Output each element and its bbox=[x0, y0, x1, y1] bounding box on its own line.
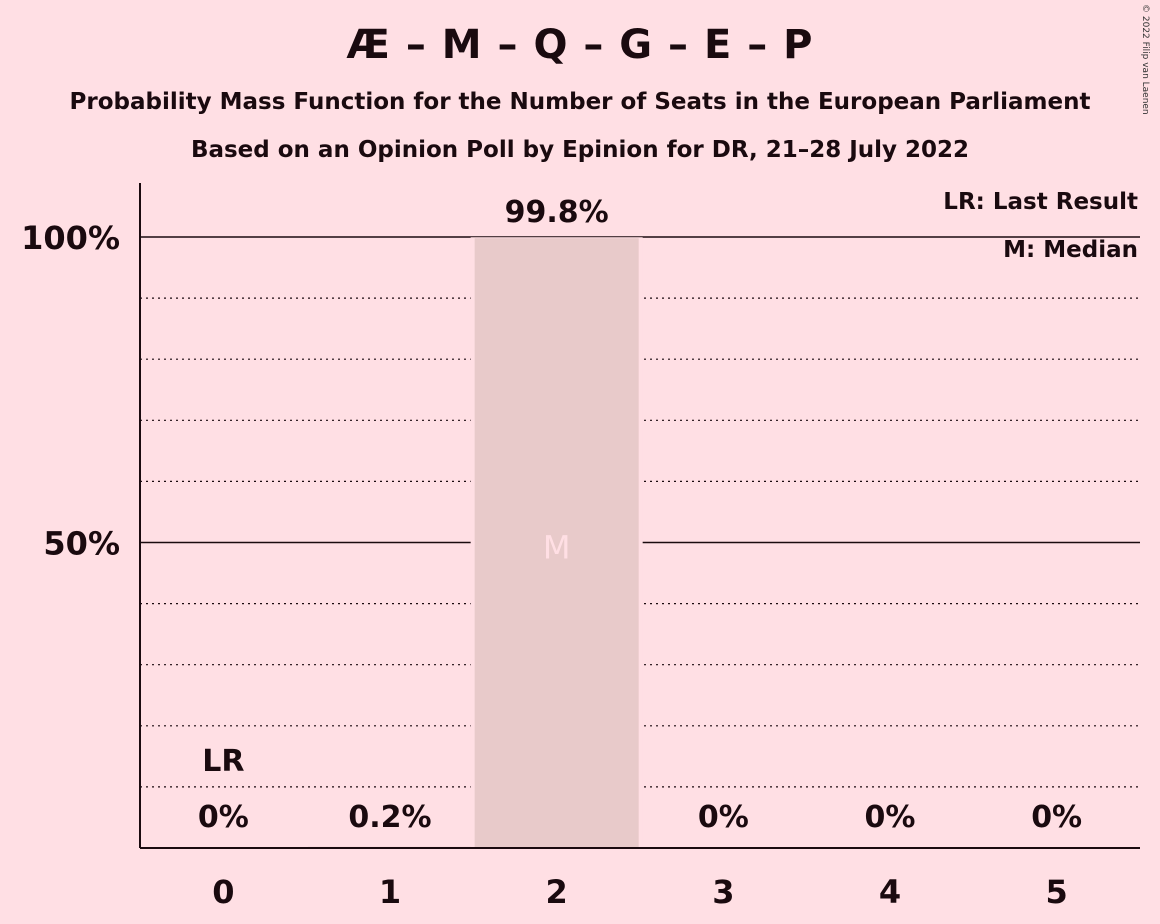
median-marker: M bbox=[543, 529, 571, 567]
bars bbox=[304, 237, 643, 849]
data-label: 0% bbox=[1031, 800, 1082, 835]
x-tick-label: 1 bbox=[379, 873, 401, 911]
axes: 50% 100% 0 1 2 3 4 5 bbox=[21, 183, 1140, 911]
data-label: 0% bbox=[865, 800, 916, 835]
x-tick-label: 3 bbox=[712, 873, 734, 911]
data-label: 0% bbox=[698, 800, 749, 835]
y-tick-label: 100% bbox=[21, 219, 120, 257]
data-label: 0.2% bbox=[348, 800, 431, 835]
last-result-marker: LR bbox=[202, 744, 244, 779]
bar bbox=[474, 238, 639, 849]
legend: LR: Last Result M: Median bbox=[943, 189, 1138, 263]
data-label: 99.8% bbox=[505, 195, 609, 230]
legend-median: M: Median bbox=[1003, 237, 1138, 263]
x-tick-label: 2 bbox=[546, 873, 568, 911]
chart-title: Æ – M – Q – G – E – P bbox=[346, 22, 814, 68]
y-tick-label: 50% bbox=[43, 525, 120, 563]
x-tick-label: 4 bbox=[879, 873, 901, 911]
data-label: 0% bbox=[198, 800, 249, 835]
chart-source-line: Based on an Opinion Poll by Epinion for … bbox=[190, 137, 970, 163]
x-tick-label: 5 bbox=[1046, 873, 1068, 911]
legend-last-result: LR: Last Result bbox=[943, 189, 1138, 215]
x-tick-label: 0 bbox=[212, 873, 234, 911]
data-labels: 0% 0.2% 99.8% 0% 0% 0% LR M bbox=[198, 195, 1082, 835]
chart-subtitle: Probability Mass Function for the Number… bbox=[69, 89, 1091, 115]
